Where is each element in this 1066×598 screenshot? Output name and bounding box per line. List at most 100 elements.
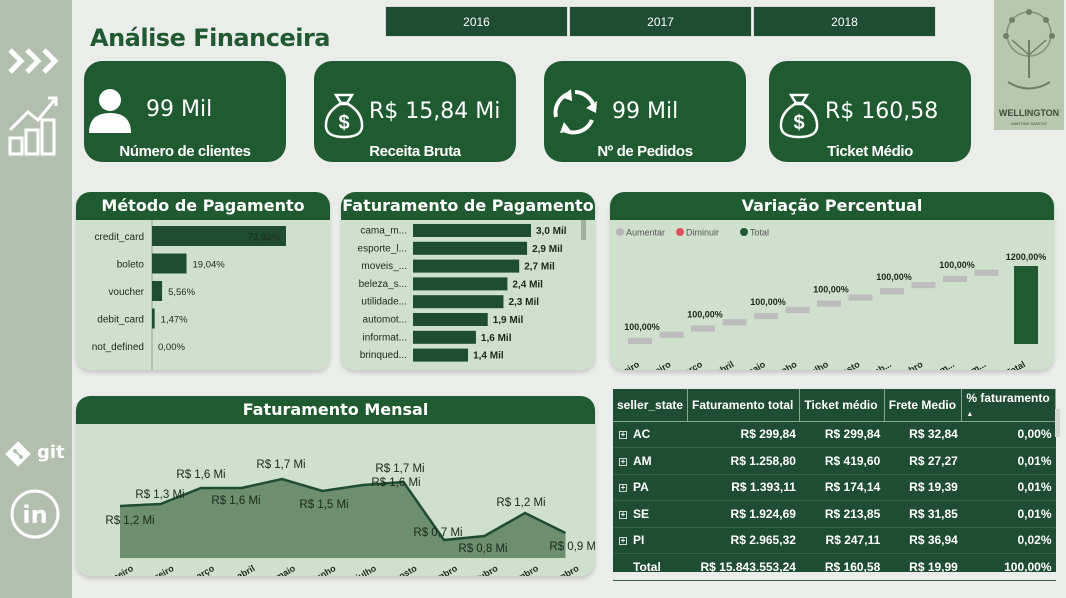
year-button-2017[interactable]: 2017 xyxy=(569,6,752,37)
data-label: 1,4 Mil xyxy=(473,351,504,362)
total-percent: 100,00% xyxy=(961,553,1056,581)
table-header-row: seller_state Faturamento total Ticket mé… xyxy=(613,389,1056,422)
data-label: 2,9 Mil xyxy=(532,244,563,255)
panel-title: Faturamento de Pagamento xyxy=(341,192,595,220)
kpi-card-revenue: $ R$ 15,84 Mi Receita Bruta xyxy=(314,61,516,162)
sort-ascending-icon: ▲ xyxy=(966,410,974,418)
bar xyxy=(152,281,163,301)
data-label: R$ 0,9 Mi xyxy=(549,541,595,553)
data-label: R$ 0,8 Mi xyxy=(458,543,507,555)
category-label: brinqued... xyxy=(360,350,407,361)
variation-panel: Variação Percentual Aumentar Diminuir Tota… xyxy=(610,192,1054,370)
data-label: R$ 1,6 Mi xyxy=(211,495,260,507)
linkedin-icon[interactable]: in xyxy=(9,488,61,540)
legend-label: Diminuir xyxy=(686,228,719,238)
state-code: AC xyxy=(633,427,651,442)
category-label: moveis_... xyxy=(361,261,407,272)
bar xyxy=(911,282,936,289)
state-cell[interactable]: + PA xyxy=(613,474,688,501)
category-label: outubro xyxy=(465,563,500,576)
scrollbar[interactable] xyxy=(581,220,586,240)
table-row[interactable]: + PA R$ 1.393,11 R$ 174,14 R$ 19,39 0,01% xyxy=(613,474,1056,501)
kpi-label: Número de clientes xyxy=(119,143,251,160)
total-revenue: R$ 15.843.553,24 xyxy=(687,553,800,581)
data-label: 5,56% xyxy=(168,287,195,298)
bar xyxy=(413,277,508,291)
table-row[interactable]: + AC R$ 299,84 R$ 299,84 R$ 32,84 0,00% xyxy=(613,421,1056,448)
bar xyxy=(413,313,488,326)
state-cell[interactable]: + PI xyxy=(613,527,688,554)
table-row[interactable]: + PI R$ 2.965,32 R$ 247,11 R$ 36,94 0,02% xyxy=(613,527,1056,554)
data-label: 73,92% xyxy=(248,232,281,243)
kpi-card-orders: 99 Mil Nº de Pedidos xyxy=(544,61,746,162)
person-icon xyxy=(89,89,131,133)
table-cell: R$ 1.393,11 xyxy=(687,474,800,501)
data-label: 1,9 Mil xyxy=(493,315,524,326)
year-button-2016[interactable]: 2016 xyxy=(385,6,568,37)
expand-icon[interactable]: + xyxy=(619,430,627,440)
column-header[interactable]: Faturamento total xyxy=(687,389,801,422)
legend-label: Aumentar xyxy=(626,228,665,238)
growth-chart-icon[interactable] xyxy=(6,92,62,156)
data-label: R$ 1,3 Mi xyxy=(135,489,184,501)
expand-icon[interactable]: + xyxy=(619,509,627,519)
data-label: 2,4 Mil xyxy=(512,279,543,290)
table-scrollbar[interactable] xyxy=(1055,409,1060,437)
category-label: beleza_s... xyxy=(359,279,407,290)
data-label: R$ 1,7 Mi xyxy=(256,459,305,471)
total-ticket: R$ 160,58 xyxy=(799,553,885,581)
chevrons-right-icon[interactable] xyxy=(8,46,60,76)
data-label: 2,3 Mil xyxy=(508,297,539,308)
monthly-revenue-panel: Faturamento Mensal R$ 1,2 Mi R$ 1,3 Mi R$ … xyxy=(76,396,595,576)
recycle-icon xyxy=(553,89,597,135)
year-button-2018[interactable]: 2018 xyxy=(753,6,936,37)
expand-icon[interactable]: + xyxy=(619,456,627,466)
bar xyxy=(722,319,747,326)
bar xyxy=(152,308,155,329)
category-label: not_defined xyxy=(92,342,144,353)
bar xyxy=(413,295,504,309)
seller-state-table: seller_state Faturamento total Ticket mé… xyxy=(613,389,1060,581)
bar xyxy=(628,337,652,344)
column-header[interactable]: Frete Medio xyxy=(884,389,963,422)
state-cell[interactable]: + AC xyxy=(613,421,688,448)
table-row[interactable]: + SE R$ 1.924,69 R$ 213,85 R$ 31,85 0,01% xyxy=(613,500,1056,528)
category-revenue-chart: cama_m... 3,0 Mil esporte_l... 2,9 Mil movei… xyxy=(358,224,567,362)
data-label: 2,7 Mil xyxy=(524,262,555,273)
kpi-label: Receita Bruta xyxy=(369,143,461,160)
page-title: Análise Financeira xyxy=(90,24,330,52)
panel-title: Variação Percentual xyxy=(610,192,1054,220)
category-label: utilidade... xyxy=(361,297,407,308)
table-cell: 0,02% xyxy=(961,527,1056,554)
column-header[interactable]: Ticket médio xyxy=(799,389,885,422)
git-label: git xyxy=(37,442,65,463)
category-label: esporte_l... xyxy=(358,243,407,254)
bar xyxy=(691,325,715,332)
kpi-value: R$ 160,58 xyxy=(825,99,939,124)
bar xyxy=(974,269,999,276)
expand-icon[interactable]: + xyxy=(619,536,627,546)
kpi-label: Ticket Médio xyxy=(827,143,913,160)
category-label: agosto xyxy=(388,563,419,576)
column-header[interactable]: seller_state xyxy=(613,389,689,422)
column-header-sorted[interactable]: % faturamento ▲ xyxy=(961,389,1056,422)
table-row[interactable]: + AM R$ 1.258,80 R$ 419,60 R$ 27,27 0,01% xyxy=(613,447,1056,475)
expand-icon[interactable]: + xyxy=(619,483,627,493)
category-label: janeiro xyxy=(610,359,641,370)
tree-logo-icon xyxy=(1003,9,1055,90)
table-cell: R$ 19,39 xyxy=(884,474,962,501)
state-cell[interactable]: + SE xyxy=(613,500,688,528)
data-label: 0,00% xyxy=(158,342,185,353)
kpi-card-clients: 99 Mil Número de clientes xyxy=(84,61,286,162)
data-label: R$ 1,6 Mi xyxy=(371,477,420,489)
kpi-value: R$ 15,84 Mi xyxy=(369,99,501,124)
table-cell: R$ 299,84 xyxy=(799,421,885,448)
data-label: 1,47% xyxy=(161,315,188,326)
state-cell[interactable]: + AM xyxy=(613,447,688,475)
git-link[interactable]: git xyxy=(4,440,70,468)
table-cell: R$ 419,60 xyxy=(799,447,885,475)
legend-label: Total xyxy=(750,228,769,238)
legend-marker xyxy=(740,228,748,236)
data-label: 100,00% xyxy=(813,285,849,295)
kpi-value: 99 Mil xyxy=(612,99,679,124)
